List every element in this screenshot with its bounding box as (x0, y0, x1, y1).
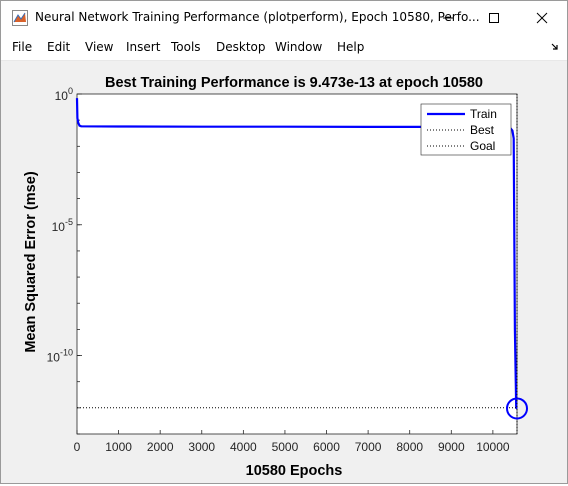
x-tick-label: 2000 (147, 440, 174, 454)
y-axis-label: Mean Squared Error (mse) (23, 171, 39, 352)
x-axis-label: 10580 Epochs (246, 463, 343, 479)
figure-canvas: 0 1000 2000 3000 4000 5000 6000 7000 8000 9000 100… (3, 61, 565, 481)
x-tick-labels: 0 1000 2000 3000 4000 5000 6000 7000 8000 9000 100… (74, 440, 510, 454)
menu-desktop[interactable]: Desktop (216, 40, 266, 54)
menu-insert[interactable]: Insert (126, 40, 161, 54)
minimize-button[interactable] (425, 1, 471, 34)
x-tick-label: 7000 (355, 440, 382, 454)
menu-view[interactable]: View (85, 40, 114, 54)
legend-box (420, 103, 512, 156)
y-tick-labels: 100 10-5 10-10 (47, 86, 73, 365)
menu-edit[interactable]: Edit (47, 40, 71, 54)
x-tick-label: 9000 (438, 440, 465, 454)
y-tick-label: 10-5 (52, 217, 73, 234)
x-tick-label: 10000 (476, 440, 510, 454)
x-tick-label: 1000 (105, 440, 132, 454)
close-button[interactable] (519, 1, 565, 34)
matlab-figure-icon (12, 10, 28, 26)
series-line-train (75, 98, 518, 410)
y-tick-label: 10-10 (47, 348, 73, 365)
minimize-icon (443, 17, 453, 18)
x-tick-label: 4000 (230, 440, 257, 454)
y-tick-label: 100 (55, 86, 73, 103)
window-title: Neural Network Training Performance (plo… (35, 10, 480, 24)
menu-window[interactable]: Window (275, 40, 323, 54)
chart-title: Best Training Performance is 9.473e-13 a… (105, 75, 483, 91)
x-tick-label: 5000 (272, 440, 299, 454)
menu-tools[interactable]: Tools (171, 40, 201, 54)
axis-ticks (76, 93, 494, 435)
x-tick-label: 3000 (188, 440, 215, 454)
x-tick-label: 8000 (396, 440, 423, 454)
menu-file[interactable]: File (12, 40, 33, 54)
maximize-icon (489, 12, 499, 23)
legend-label-train: Train (470, 107, 497, 121)
menu-bar: File Edit View Insert Tools Desktop Wind… (1, 34, 567, 61)
dock-arrow-icon[interactable] (551, 43, 559, 51)
legend-label-goal: Goal (470, 139, 495, 153)
close-icon (536, 12, 548, 23)
series-layer (75, 94, 528, 434)
legend-label-best: Best (470, 123, 495, 137)
legend[interactable]: Train Best Goal (420, 103, 512, 156)
best-point-marker (506, 397, 528, 420)
maximize-button[interactable] (471, 1, 517, 34)
performance-chart: 0 1000 2000 3000 4000 5000 6000 7000 8000 9000 100… (23, 75, 528, 479)
x-tick-label: 6000 (313, 440, 340, 454)
x-tick-label: 0 (74, 440, 81, 454)
title-bar[interactable]: Neural Network Training Performance (plo… (1, 1, 567, 34)
menu-help[interactable]: Help (337, 40, 365, 54)
